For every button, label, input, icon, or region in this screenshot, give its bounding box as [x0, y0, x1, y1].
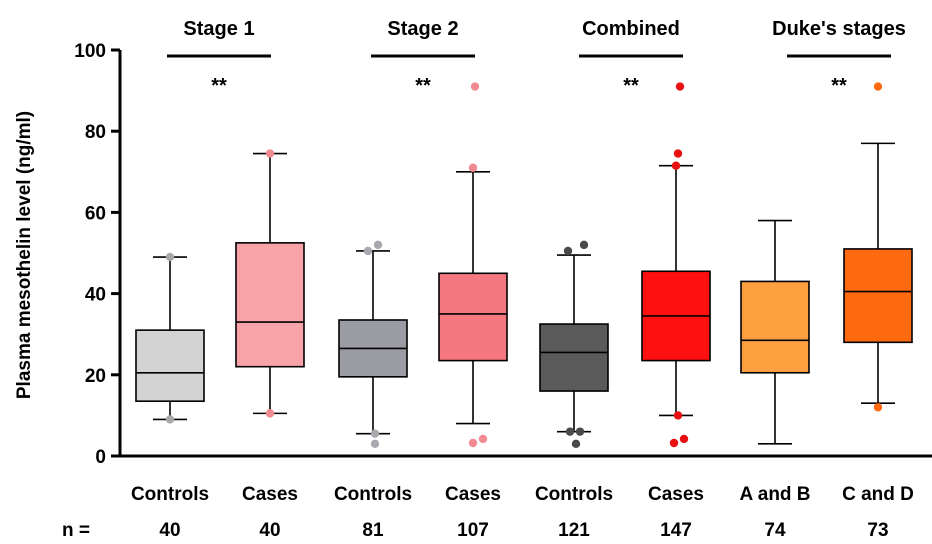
- category-label: Controls: [131, 484, 209, 505]
- group-header-4: Duke's stages **: [772, 18, 906, 97]
- y-tick-label: 40: [85, 285, 106, 306]
- y-axis-label: Plasma mesothelin level (ng/ml): [14, 111, 35, 399]
- y-tick-label: 80: [85, 122, 106, 143]
- sample-size-label: 40: [259, 520, 280, 541]
- category-label: Cases: [445, 484, 501, 505]
- y-tick-label: 0: [95, 447, 106, 468]
- outlier-point: [671, 161, 681, 170]
- group-header-1: Stage 1 **: [167, 18, 271, 97]
- box-2: [235, 149, 305, 418]
- outlier-point: [468, 438, 478, 448]
- box-4: [438, 82, 508, 448]
- group-label: Duke's stages: [772, 18, 906, 40]
- sample-size-label: 81: [362, 520, 384, 541]
- outlier-point: [675, 82, 685, 91]
- group-label: Stage 1: [183, 18, 254, 40]
- box-iqr: [438, 272, 508, 362]
- outlier-point: [373, 240, 383, 250]
- outlier-point: [478, 434, 488, 444]
- outlier-point: [575, 427, 585, 436]
- box-iqr: [135, 329, 205, 402]
- sample-size-label: 40: [159, 520, 180, 541]
- y-tick-label: 20: [85, 366, 106, 387]
- box-1: [135, 252, 205, 424]
- box-iqr: [843, 248, 913, 344]
- outlier-point: [370, 429, 380, 438]
- sample-size-label: 121: [558, 520, 590, 541]
- y-tick-label: 60: [85, 203, 106, 224]
- box-6: [641, 82, 711, 448]
- outlier-point: [470, 82, 480, 91]
- outlier-point: [363, 246, 373, 256]
- boxes: [135, 82, 913, 449]
- outlier-point: [571, 439, 581, 449]
- outlier-point: [673, 411, 683, 420]
- sample-size-label: 107: [457, 520, 489, 541]
- outlier-point: [165, 252, 175, 262]
- outlier-point: [873, 82, 883, 91]
- group-label: Combined: [582, 18, 680, 40]
- sample-size-label: 73: [867, 520, 888, 541]
- box-7: [740, 219, 810, 445]
- category-label: Controls: [334, 484, 412, 505]
- category-label: Controls: [535, 484, 613, 505]
- outlier-point: [370, 439, 380, 449]
- category-labels: Controls 40 Cases 40 Controls 81 Cases 107 Contr…: [131, 484, 914, 541]
- significance-marker: **: [623, 75, 639, 97]
- box-8: [843, 82, 913, 412]
- category-label: Cases: [242, 484, 298, 505]
- category-label: C and D: [842, 484, 914, 505]
- significance-marker: **: [831, 75, 847, 97]
- group-label: Stage 2: [387, 18, 458, 40]
- box-5: [539, 240, 609, 449]
- group-headers: Stage 1**Stage 2**Combined**Duke's stage…: [167, 18, 906, 97]
- outlier-point: [679, 434, 689, 444]
- category-label: Cases: [648, 484, 704, 505]
- outlier-point: [468, 163, 478, 172]
- significance-marker: **: [415, 75, 431, 97]
- y-tick-label: 100: [74, 41, 106, 62]
- significance-marker: **: [211, 75, 227, 97]
- outlier-point: [565, 427, 575, 436]
- n-row-label: n =: [62, 520, 90, 541]
- group-header-3: Combined **: [579, 18, 683, 97]
- outlier-point: [265, 149, 275, 158]
- outlier-point: [563, 246, 573, 256]
- box-3: [338, 240, 408, 449]
- sample-size-label: 147: [660, 520, 692, 541]
- box-iqr: [235, 242, 305, 368]
- outlier-point: [873, 403, 883, 412]
- group-header-2: Stage 2 **: [371, 18, 475, 97]
- outlier-point: [579, 240, 589, 250]
- box-iqr: [539, 323, 609, 392]
- sample-size-label: 74: [764, 520, 786, 541]
- category-label: A and B: [739, 484, 810, 505]
- outlier-point: [265, 409, 275, 418]
- outlier-point: [165, 415, 175, 424]
- outlier-point: [669, 438, 679, 448]
- outlier-point: [673, 149, 683, 158]
- box-iqr: [740, 280, 810, 374]
- axes: 0 20 40 60 80 100: [74, 41, 932, 468]
